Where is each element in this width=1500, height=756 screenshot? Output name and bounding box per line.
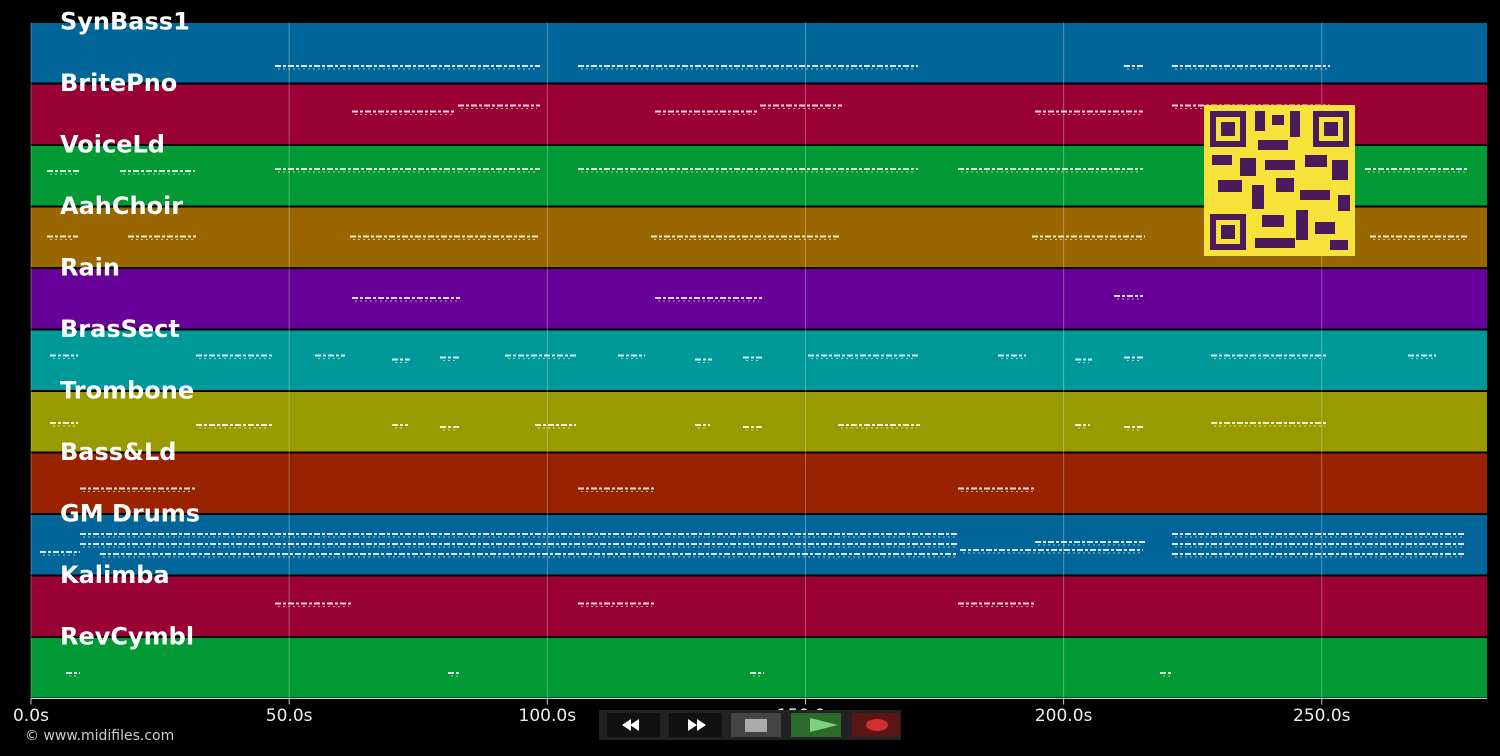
tick-label: 200.0s [1035, 706, 1093, 726]
tick-label: 250.0s [1293, 706, 1351, 726]
track-lane [31, 638, 1487, 698]
notes [40, 65, 1468, 677]
track-name: GM Drums [60, 500, 200, 528]
track-name: BritePno [60, 69, 177, 97]
track-name: Rain [60, 254, 120, 282]
track-lane [31, 23, 1487, 83]
qr-code [1204, 105, 1355, 256]
track-name: BrasSect [60, 315, 180, 343]
transport-controls [599, 710, 901, 740]
labels: SynBass1 BritePno VoiceLd AahChoir Rain BrasS… [13, 8, 1351, 726]
track-lane [31, 576, 1487, 636]
track-name: Trombone [60, 377, 194, 405]
track-lane [31, 453, 1487, 513]
track-name: VoiceLd [60, 131, 165, 159]
track-lane [31, 392, 1487, 452]
copyright: © www.midifiles.com [25, 728, 174, 744]
track-name: AahChoir [60, 192, 183, 220]
tick-label: 50.0s [266, 706, 313, 726]
track-lane [31, 330, 1487, 390]
track-name: Bass&Ld [60, 438, 176, 466]
track-name: Kalimba [60, 561, 170, 589]
track-name: RevCymbl [60, 623, 194, 651]
tick-label: 0.0s [13, 706, 49, 726]
tick-label: 100.0s [519, 706, 577, 726]
grid [30, 22, 1487, 705]
track-name: SynBass1 [60, 8, 190, 36]
